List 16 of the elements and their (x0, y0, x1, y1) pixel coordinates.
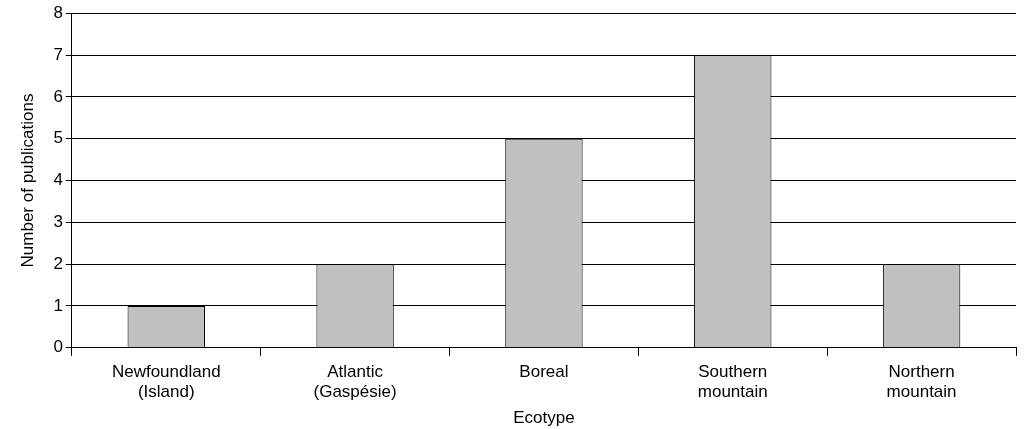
y-tick-label: 8 (53, 2, 63, 22)
x-tick-label: Atlantic (Gaspésie) (313, 361, 397, 402)
y-tick-label: 0 (53, 337, 63, 357)
y-tick-label: 5 (53, 128, 63, 148)
y-tick-label: 7 (53, 44, 63, 64)
y-tick-label: 2 (53, 253, 63, 273)
x-tick-label: Newfoundland (Island) (111, 361, 221, 402)
y-tick-label: 3 (53, 212, 63, 232)
x-tick-label: Southern mountain (697, 361, 768, 402)
x-tick-label: Boreal (519, 361, 569, 381)
x-axis-title: Ecotype (513, 408, 575, 428)
y-tick-label: 6 (53, 86, 63, 106)
y-tick-label: 1 (53, 295, 63, 315)
y-axis-title: Number of publications (17, 93, 37, 268)
y-tick-label: 4 (53, 170, 63, 190)
x-tick-label: Northern mountain (886, 361, 957, 402)
